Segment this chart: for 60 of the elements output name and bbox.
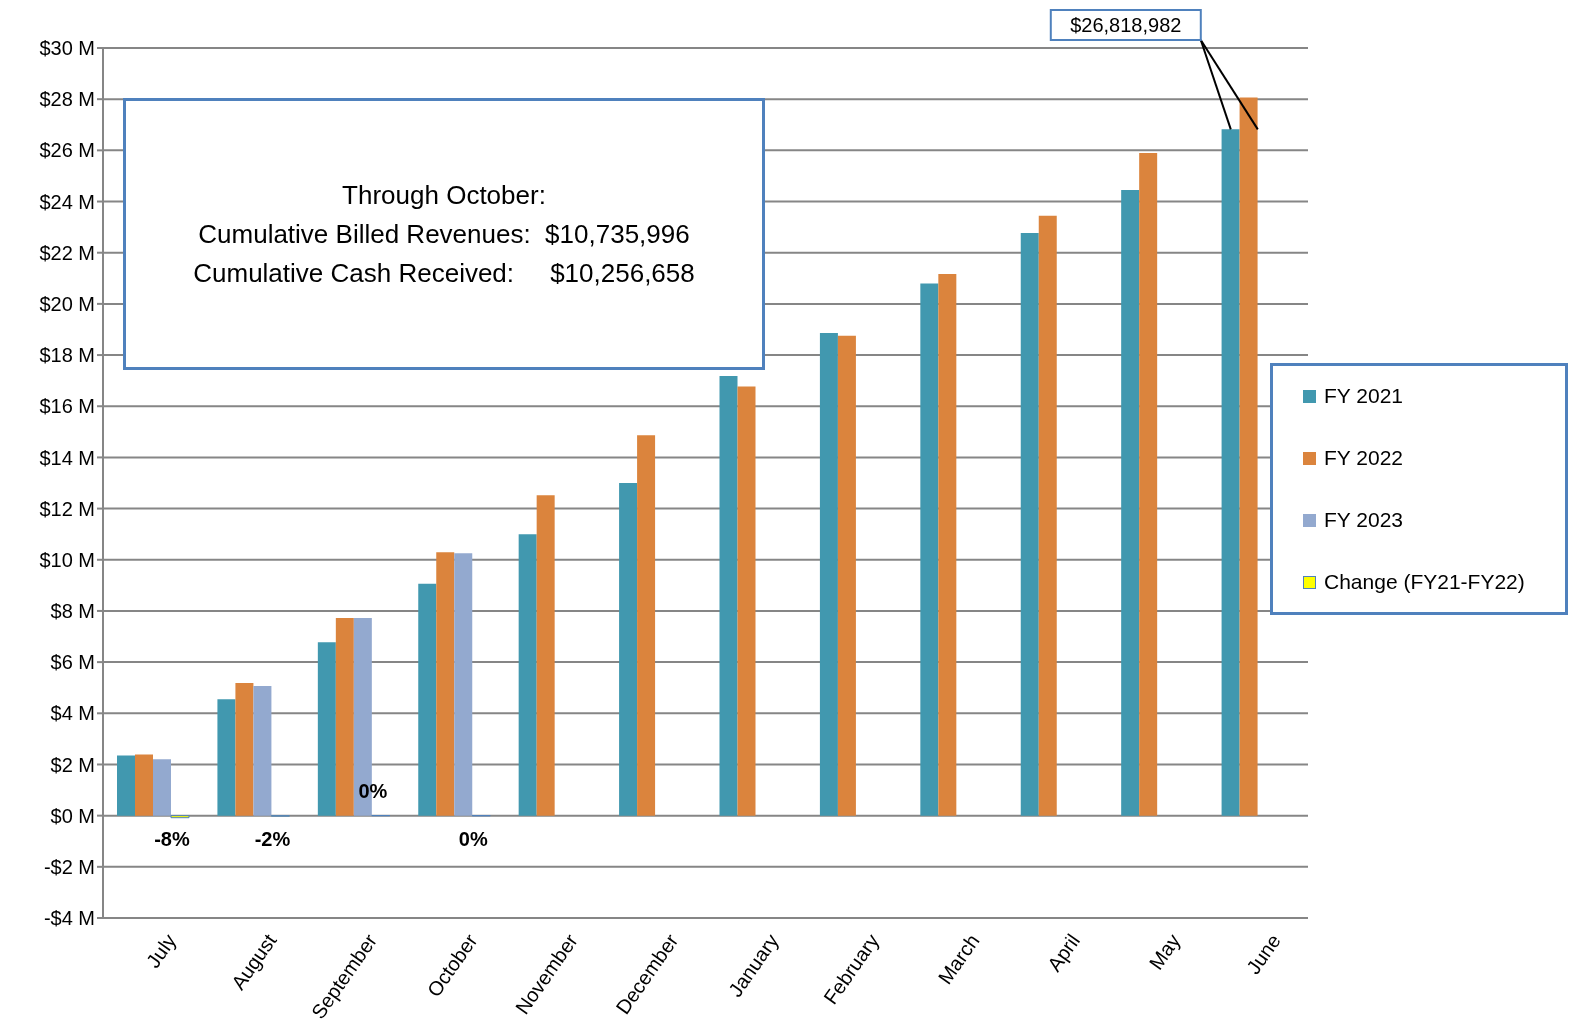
bar bbox=[1121, 190, 1140, 816]
x-tick-label: July bbox=[141, 929, 181, 972]
y-tick-label: $10 M bbox=[39, 548, 95, 571]
bar bbox=[1221, 129, 1240, 816]
y-tick-label: $2 M bbox=[50, 753, 95, 776]
y-tick-label: $30 M bbox=[39, 37, 95, 60]
bar bbox=[253, 685, 272, 816]
bar bbox=[170, 815, 190, 819]
bar bbox=[153, 759, 171, 816]
y-tick-label: $18 M bbox=[39, 344, 95, 367]
legend-label: Change (FY21-FY22) bbox=[1324, 570, 1525, 594]
bar bbox=[1139, 152, 1158, 816]
annotation: Through October: bbox=[342, 178, 546, 212]
data-label: 0% bbox=[458, 827, 488, 850]
bar bbox=[418, 583, 437, 816]
bar bbox=[436, 552, 455, 816]
bar bbox=[317, 642, 336, 816]
bar bbox=[737, 386, 756, 816]
bar bbox=[235, 683, 254, 816]
bar bbox=[1020, 233, 1039, 816]
y-tick-label: $14 M bbox=[39, 446, 95, 469]
y-tick-label: $24 M bbox=[39, 190, 95, 213]
bar bbox=[536, 495, 555, 816]
y-tick-label: $0 M bbox=[50, 804, 95, 827]
y-tick-label: $22 M bbox=[39, 241, 95, 264]
data-label: -8% bbox=[154, 827, 190, 850]
bar bbox=[819, 333, 838, 816]
data-label: -2% bbox=[254, 827, 291, 850]
y-tick-label: $12 M bbox=[39, 497, 95, 520]
bar bbox=[1038, 215, 1057, 816]
y-tick-label: $6 M bbox=[50, 651, 95, 674]
y-tick-label: $4 M bbox=[50, 702, 95, 725]
bar bbox=[1239, 97, 1258, 816]
bar bbox=[719, 376, 738, 816]
legend-label: FY 2021 bbox=[1324, 384, 1404, 408]
bar bbox=[837, 335, 856, 816]
bar bbox=[135, 754, 153, 816]
bar bbox=[117, 755, 135, 816]
bar bbox=[938, 273, 957, 816]
y-tick-label: $8 M bbox=[50, 600, 95, 623]
y-tick-label: $26 M bbox=[39, 139, 95, 162]
y-tick-label: $28 M bbox=[39, 88, 95, 111]
text-box: Through October: Cumulative Billed Revenues: $10,735,996 Cumulative Cash Received: $10,256,658 bbox=[123, 98, 765, 370]
bar bbox=[637, 435, 656, 816]
annotation: Cumulative Cash Received: $10,256,658 bbox=[193, 256, 695, 290]
bar bbox=[518, 534, 537, 816]
annotation: $26,818,982 bbox=[1070, 14, 1182, 36]
y-tick-label: $20 M bbox=[39, 292, 95, 315]
y-tick-label: $16 M bbox=[39, 395, 95, 418]
y-tick-label: -$2 M bbox=[43, 855, 95, 878]
bar bbox=[619, 483, 638, 816]
legend-label: FY 2022 bbox=[1324, 446, 1404, 470]
data-label: 0% bbox=[358, 779, 388, 802]
bar bbox=[217, 699, 236, 816]
bar bbox=[335, 618, 354, 816]
bar bbox=[920, 283, 939, 816]
annotation: Cumulative Billed Revenues: $10,735,996 bbox=[198, 217, 690, 251]
y-tick-label: -$4 M bbox=[43, 907, 95, 930]
legend-label: FY 2023 bbox=[1324, 508, 1404, 532]
bar bbox=[454, 553, 473, 816]
